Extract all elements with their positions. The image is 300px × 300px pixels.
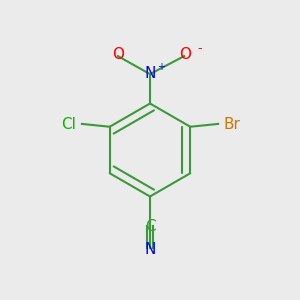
Text: Br: Br bbox=[224, 117, 240, 132]
Text: O: O bbox=[112, 46, 124, 62]
Text: N: N bbox=[144, 242, 156, 257]
Text: O: O bbox=[179, 46, 191, 62]
Text: Cl: Cl bbox=[61, 117, 76, 132]
Text: -: - bbox=[197, 42, 202, 55]
Text: C: C bbox=[145, 219, 155, 234]
Text: +: + bbox=[157, 61, 165, 72]
Text: N: N bbox=[144, 66, 156, 81]
